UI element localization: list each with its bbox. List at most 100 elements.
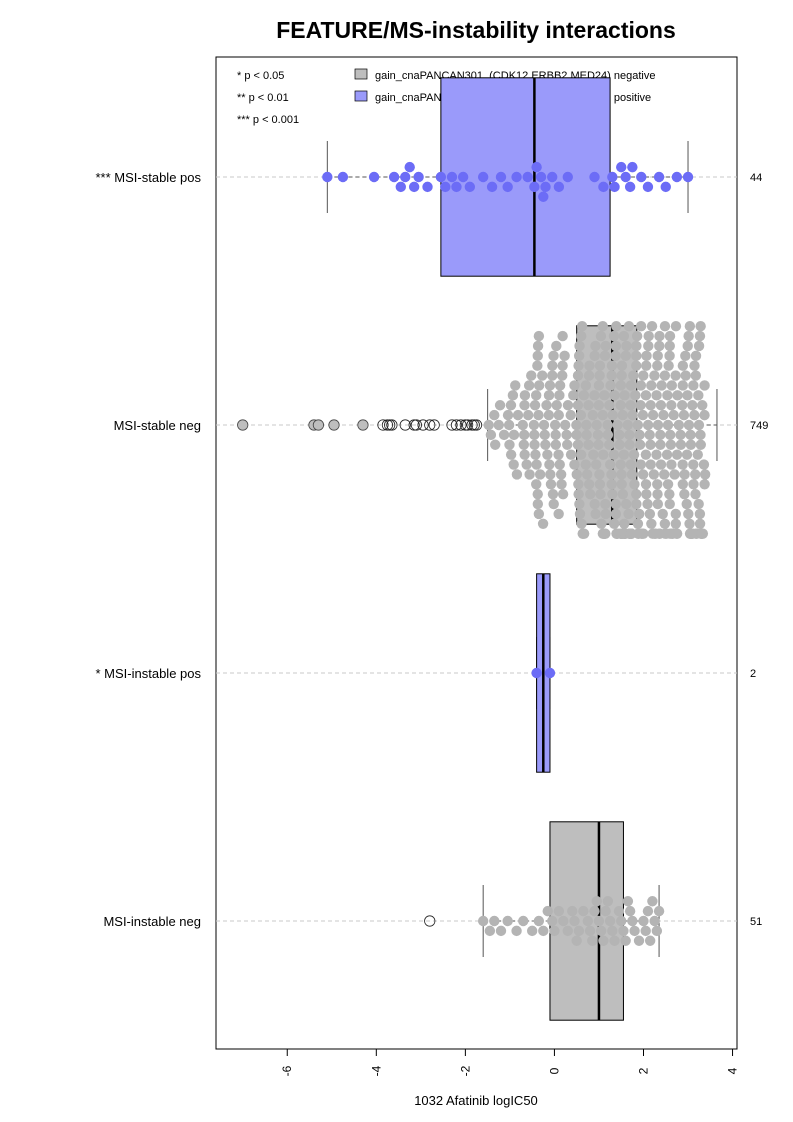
- data-point: [555, 469, 567, 480]
- data-point: [652, 488, 663, 500]
- data-point: [600, 498, 611, 510]
- data-point: [440, 181, 451, 193]
- outlier-point: [328, 419, 340, 431]
- data-point: [568, 390, 579, 401]
- data-point: [641, 488, 652, 500]
- data-point: [532, 350, 543, 362]
- data-point: [523, 380, 535, 391]
- data-point: [694, 518, 706, 529]
- x-tick-label: 4: [726, 1067, 740, 1074]
- legend-swatch-negative: [354, 68, 368, 80]
- data-point: [666, 400, 677, 411]
- data-point: [584, 925, 596, 937]
- data-point: [559, 419, 571, 431]
- data-point: [508, 429, 520, 441]
- x-tick-label: 0: [547, 1067, 561, 1074]
- data-point: [665, 439, 677, 450]
- outlier-point: [424, 915, 436, 927]
- group-label: MSI-instable neg: [103, 914, 201, 929]
- data-point: [446, 171, 458, 183]
- sig-legend-1: * p < 0.05: [237, 70, 284, 82]
- data-point: [688, 479, 699, 490]
- data-point: [642, 181, 654, 193]
- data-point: [692, 449, 703, 460]
- group-count: 44: [750, 172, 762, 184]
- data-point: [569, 459, 580, 470]
- group-label: *** MSI-stable pos: [96, 170, 202, 185]
- data-point: [529, 400, 541, 411]
- x-axis: -6 -4 -2 0 2 4: [280, 1048, 740, 1076]
- data-point: [652, 479, 663, 490]
- data-point: [644, 935, 656, 946]
- data-point: [638, 370, 649, 381]
- data-point: [638, 915, 649, 927]
- outlier-point: [424, 419, 436, 431]
- data-point: [673, 419, 685, 431]
- data-point: [654, 330, 665, 342]
- data-point: [457, 171, 469, 183]
- data-point: [422, 181, 433, 193]
- data-point: [526, 925, 538, 937]
- data-point: [664, 340, 675, 352]
- data-point: [533, 915, 545, 927]
- data-point: [519, 429, 530, 441]
- data-point: [597, 321, 608, 332]
- data-point: [615, 459, 626, 470]
- data-point: [529, 429, 540, 441]
- data-point: [624, 181, 636, 193]
- data-point: [587, 935, 598, 946]
- data-point: [591, 896, 602, 907]
- data-point: [627, 915, 638, 927]
- data-point: [659, 370, 671, 381]
- data-point: [679, 488, 690, 500]
- data-point: [624, 429, 635, 441]
- data-point: [649, 370, 660, 381]
- data-point: [641, 360, 652, 371]
- data-point: [534, 469, 546, 480]
- data-point: [531, 161, 542, 173]
- data-point: [494, 400, 506, 411]
- data-point: [635, 380, 647, 391]
- data-point: [605, 380, 616, 391]
- data-point: [693, 419, 705, 431]
- data-point: [531, 459, 542, 470]
- data-point: [539, 429, 550, 441]
- data-point: [559, 350, 570, 362]
- data-point: [532, 340, 544, 352]
- data-point: [464, 181, 476, 193]
- data-point: [495, 171, 507, 183]
- data-point: [647, 896, 658, 907]
- data-point: [598, 449, 609, 460]
- data-point: [578, 905, 589, 917]
- data-point: [595, 925, 607, 937]
- group-label: MSI-stable neg: [114, 418, 201, 433]
- data-point: [543, 390, 555, 401]
- data-point: [584, 360, 595, 371]
- data-point: [561, 429, 572, 441]
- outlier-point: [455, 419, 467, 431]
- data-point: [629, 479, 640, 490]
- data-point: [661, 449, 673, 460]
- data-point: [521, 459, 532, 470]
- data-point: [575, 409, 587, 421]
- data-point: [631, 340, 642, 352]
- data-point: [594, 360, 606, 371]
- data-point: [628, 370, 639, 381]
- data-point: [619, 518, 630, 529]
- data-point: [609, 181, 620, 193]
- data-point: [535, 171, 547, 183]
- data-point: [562, 439, 573, 450]
- data-point: [637, 409, 649, 421]
- data-point: [543, 409, 555, 421]
- data-point: [660, 181, 671, 193]
- data-point: [665, 429, 676, 441]
- data-point: [608, 330, 620, 342]
- data-point: [388, 171, 400, 183]
- data-point: [652, 419, 664, 431]
- outlier-point: [399, 419, 411, 431]
- data-point: [617, 409, 628, 421]
- data-point: [623, 508, 634, 520]
- outlier-point: [417, 419, 429, 431]
- data-point: [604, 459, 616, 470]
- data-point: [542, 449, 553, 460]
